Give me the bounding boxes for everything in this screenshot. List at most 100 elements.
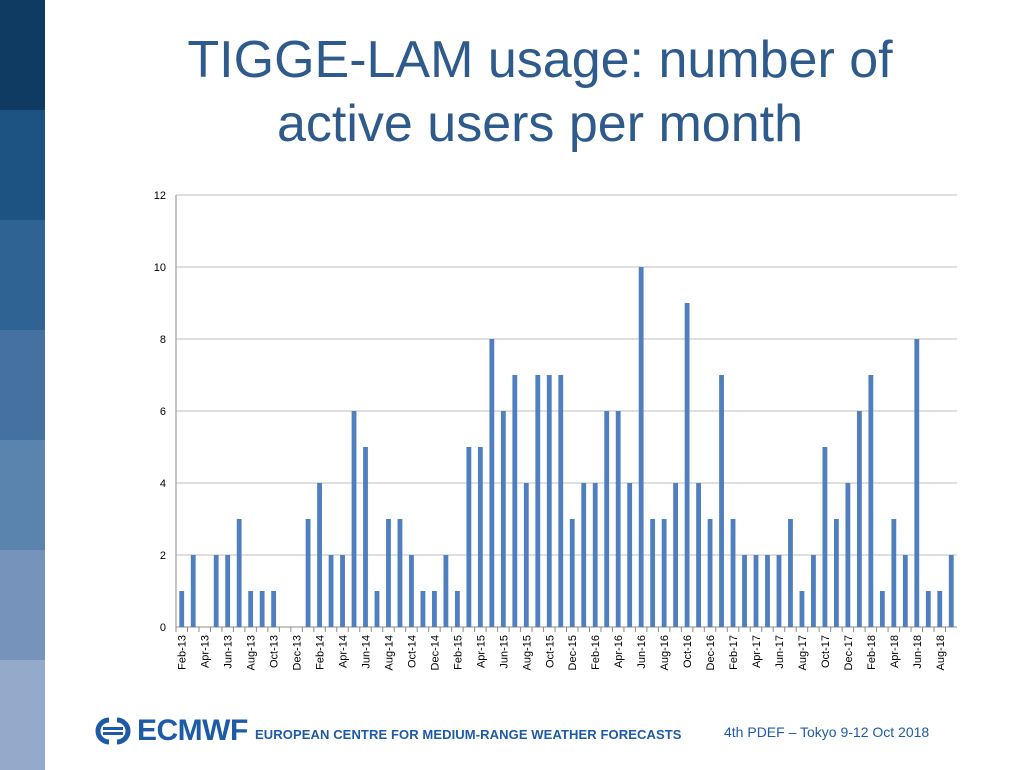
bar: [650, 519, 656, 627]
bar: [420, 591, 426, 627]
bar: [328, 555, 334, 627]
bar: [696, 483, 701, 627]
x-tick-label: Aug-15: [521, 635, 533, 670]
x-tick-label: Feb-18: [866, 635, 878, 670]
bar: [604, 411, 610, 627]
bar: [489, 339, 495, 627]
side-band-segment: [0, 440, 45, 550]
bar: [684, 303, 690, 627]
x-tick-label: Jun-16: [636, 635, 648, 669]
bar: [374, 591, 380, 627]
event-label: 4th PDEF – Tokyo 9-12 Oct 2018: [724, 724, 930, 740]
x-tick-label: Oct-14: [406, 635, 418, 668]
bar: [386, 519, 391, 627]
x-tick-label: Oct-17: [820, 635, 832, 668]
x-tick-label: Oct-16: [682, 635, 694, 668]
bar: [891, 519, 897, 627]
y-tick-label: 8: [160, 334, 166, 346]
bar: [432, 591, 437, 627]
title-line-2: active users per month: [276, 95, 804, 153]
title-line-1: TIGGE-LAM usage: number of: [187, 31, 893, 89]
logo-text: ECMWF: [137, 714, 248, 747]
bar: [500, 411, 506, 627]
bar: [879, 591, 885, 627]
bar: [190, 555, 196, 627]
x-tick-label: Jun-13: [223, 635, 235, 669]
x-tick-label: Dec-17: [843, 635, 855, 670]
organization-name: EUROPEAN CENTRE FOR MEDIUM-RANGE WEATHER…: [255, 727, 682, 742]
bar: [719, 375, 724, 627]
bar: [558, 375, 564, 627]
x-tick-label: Apr-14: [338, 635, 350, 668]
bar: [937, 591, 943, 627]
bar: [259, 591, 265, 627]
bar: [363, 447, 368, 627]
bar: [822, 447, 828, 627]
bar: [546, 375, 552, 627]
bar: [351, 411, 357, 627]
bar: [179, 591, 185, 627]
slide-title: TIGGE-LAM usage: number of active users …: [60, 28, 1020, 156]
side-band-segment: [0, 110, 45, 220]
bar: [409, 555, 414, 627]
x-tick-label: Feb-16: [590, 635, 602, 670]
bar: [477, 447, 483, 627]
x-tick-label: Apr-15: [475, 635, 487, 668]
bar: [811, 555, 816, 627]
x-tick-label: Dec-14: [429, 635, 441, 670]
bar: [914, 339, 920, 627]
x-tick-label: Feb-13: [177, 635, 189, 670]
x-tick-label: Jun-18: [912, 635, 924, 669]
bar: [730, 519, 736, 627]
bar: [397, 519, 403, 627]
x-tick-label: Dec-16: [705, 635, 717, 670]
x-tick-label: Oct-13: [269, 635, 281, 668]
x-tick-label: Apr-17: [751, 635, 763, 668]
bar: [948, 555, 954, 627]
bar: [799, 591, 805, 627]
y-tick-label: 12: [154, 190, 166, 202]
ecmwf-logo: ECMWF: [95, 714, 248, 748]
bar: [443, 555, 449, 627]
bar: [673, 483, 679, 627]
ecmwf-logo-icon: [95, 717, 131, 745]
bar: [305, 519, 311, 627]
bar: [925, 591, 931, 627]
x-tick-label: Apr-18: [889, 635, 901, 668]
bar: [833, 519, 839, 627]
x-tick-label: Aug-18: [935, 635, 947, 670]
y-tick-label: 2: [160, 550, 166, 562]
x-tick-label: Dec-15: [567, 635, 579, 670]
bar: [765, 555, 770, 627]
x-tick-label: Jun-14: [361, 635, 373, 669]
y-tick-label: 6: [160, 406, 166, 418]
bar: [627, 483, 633, 627]
x-tick-label: Apr-13: [200, 635, 212, 668]
bar: [317, 483, 322, 627]
bar: [248, 591, 254, 627]
bar: [776, 555, 782, 627]
bar: [788, 519, 793, 627]
bar: [236, 519, 242, 627]
bar: [615, 411, 621, 627]
y-tick-label: 0: [160, 622, 166, 634]
bar: [845, 483, 851, 627]
side-color-band: [0, 0, 45, 770]
x-tick-label: Jun-15: [498, 635, 510, 669]
bar: [581, 483, 587, 627]
bar: [213, 555, 219, 627]
bar: [868, 375, 874, 627]
x-tick-label: Feb-15: [452, 635, 464, 670]
bar: [661, 519, 667, 627]
x-tick-label: Aug-14: [383, 635, 395, 670]
bar: [271, 591, 277, 627]
side-band-segment: [0, 330, 45, 440]
side-band-segment: [0, 220, 45, 330]
x-tick-label: Aug-16: [659, 635, 671, 670]
x-tick-label: Feb-14: [315, 635, 327, 670]
x-tick-label: Feb-17: [728, 635, 740, 670]
y-tick-label: 4: [160, 478, 166, 490]
bar: [638, 267, 644, 627]
bar: [902, 555, 908, 627]
